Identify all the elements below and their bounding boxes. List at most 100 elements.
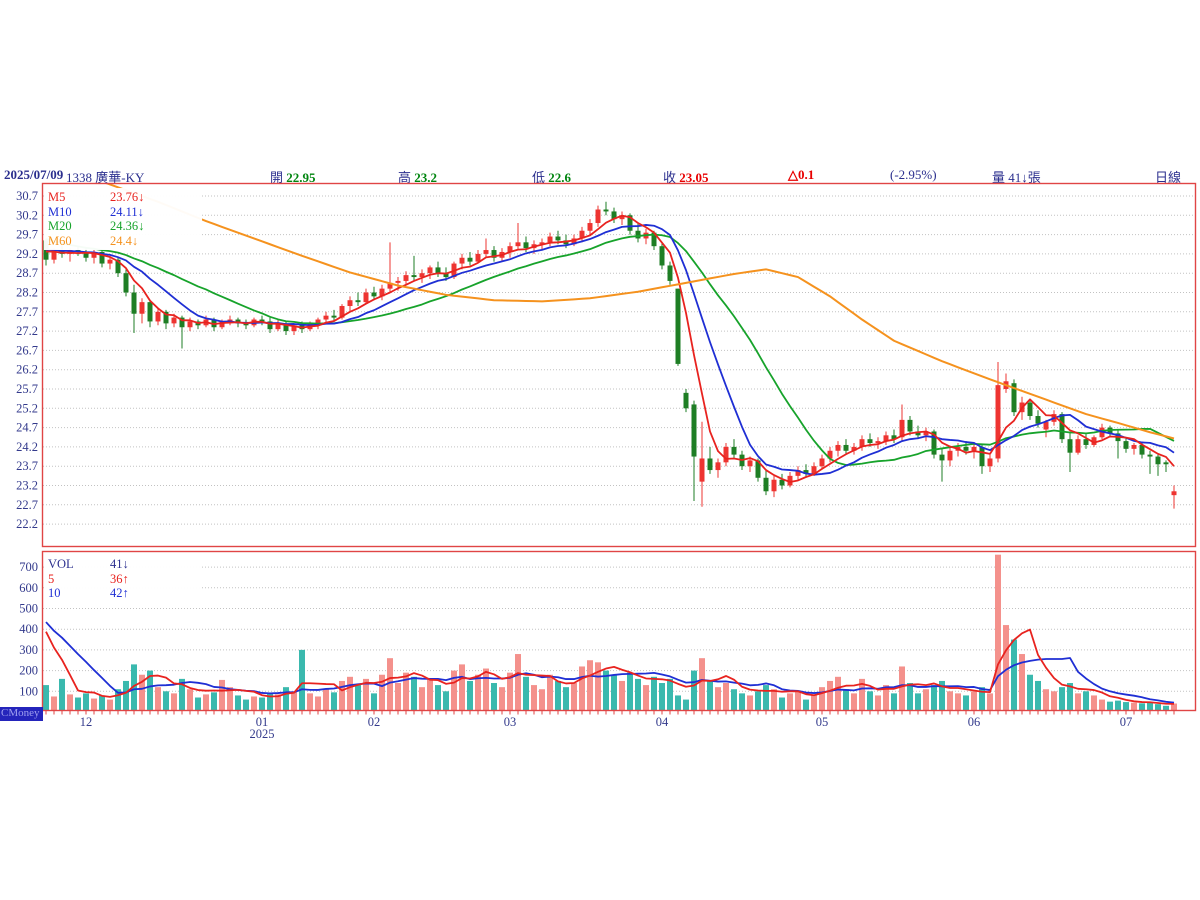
volume-bar: [571, 683, 577, 710]
price-axis-label: 25.7: [16, 382, 38, 396]
volume-bar: [1107, 701, 1113, 710]
volume-bar: [371, 693, 377, 710]
month-label: 05: [816, 715, 829, 729]
ma-legend: M5 23.76↓ M10 24.11↓ M20 24.36↓ M60 24.4↓: [44, 188, 202, 250]
volume-bar: [859, 678, 865, 710]
main-gridlines: 30.7 30.2 29.7 29.2 28.7 28.2 27.7 27.2 26.7 26.2…: [16, 189, 1194, 698]
volume-bar: [955, 693, 961, 710]
vol-ma10-row: 10 42↑: [48, 586, 198, 601]
candle: [803, 464, 809, 478]
ma-legend-row-m20: M20 24.36↓: [48, 219, 198, 234]
volume-bar: [683, 699, 689, 710]
month-label: 12: [80, 715, 93, 729]
volume-bar: [171, 693, 177, 710]
volume-bar: [531, 685, 537, 710]
volume-bar: [723, 683, 729, 710]
candle: [387, 242, 393, 293]
volume-bar: [459, 664, 465, 710]
volume-bar: [195, 697, 201, 710]
candle: [1163, 460, 1169, 472]
volume-bar: [203, 694, 209, 710]
candle: [131, 284, 137, 334]
candle: [747, 456, 753, 472]
volume-bar: [1139, 703, 1145, 710]
volume-bar: [707, 680, 713, 710]
volume-bar: [979, 687, 985, 710]
open-quote: 開 22.95: [270, 170, 316, 185]
volume-axis-label: 200: [19, 664, 38, 678]
candle: [1131, 443, 1137, 455]
price-axis-label: 22.7: [16, 498, 38, 512]
candle: [163, 309, 169, 330]
volume-ma5-line: [45, 628, 1175, 705]
month-label: 03: [504, 715, 517, 729]
candle: [475, 250, 481, 264]
ma20-value: 24.36↓: [110, 219, 145, 233]
volume-bar: [731, 689, 737, 710]
candle: [603, 201, 609, 216]
candle: [507, 242, 513, 258]
volume-bar: [603, 670, 609, 710]
volume-bar: [643, 685, 649, 710]
vol-value: 41↓: [110, 557, 129, 571]
volume-bar: [851, 693, 857, 710]
change-percent: (-2.95%): [890, 167, 937, 182]
volume-bar: [1163, 705, 1169, 710]
volume-bar: [891, 693, 897, 710]
candle: [939, 448, 945, 482]
candle: [355, 292, 361, 307]
candle: [1011, 379, 1017, 417]
candle: [1155, 454, 1161, 476]
volume-legend: VOL 41↓ 5 36↑ 10 42↑: [44, 555, 202, 603]
candle: [467, 251, 473, 266]
volume-bar: [1075, 693, 1081, 710]
volume-bar: [91, 698, 97, 710]
volume-bar: [667, 678, 673, 710]
price-axis-label: 22.2: [16, 517, 38, 531]
candlestick-chart-canvas[interactable]: 30.7 30.2 29.7 29.2 28.7 28.2 27.7 27.2 26.7 26.2…: [0, 0, 1200, 760]
volume-bar: [227, 687, 233, 710]
candle: [891, 429, 897, 444]
candles-layer: [43, 201, 1177, 509]
volume-bar: [739, 693, 745, 710]
volume-bar: [59, 678, 65, 710]
volume-bar: [435, 685, 441, 710]
volume-bar: [1147, 702, 1153, 710]
volume-bar: [147, 670, 153, 710]
candle: [987, 454, 993, 472]
candle: [659, 242, 665, 270]
vol-ma5-value: 36↑: [110, 571, 129, 586]
period-selector[interactable]: 日線: [1155, 170, 1182, 185]
volume-bar: [43, 685, 49, 710]
volume-bar: [763, 685, 769, 710]
volume-bar: [51, 696, 57, 710]
volume-bar: [835, 676, 841, 710]
candle: [1123, 437, 1129, 453]
volume-bar: [179, 678, 185, 710]
volume-bar: [107, 699, 113, 710]
volume-pane-border: [41, 550, 1197, 712]
volume-axis-label: 600: [19, 581, 38, 595]
volume-bar: [83, 693, 89, 710]
month-label: 06: [968, 715, 981, 729]
candle: [907, 416, 913, 436]
ma5-value: 23.76↓: [110, 190, 145, 204]
volume-bar: [563, 687, 569, 710]
volume-axis-label: 400: [19, 622, 38, 636]
volume-bar: [595, 662, 601, 710]
volume-bar: [715, 687, 721, 710]
candle: [859, 435, 865, 451]
volume-bar: [75, 697, 81, 710]
stock-symbol: 1338 廣華-KY: [66, 170, 145, 185]
volume-bar: [883, 685, 889, 710]
volume-bar: [427, 678, 433, 710]
volume-bar: [67, 694, 73, 710]
volume-bar: [587, 660, 593, 710]
candle: [419, 269, 425, 283]
volume-bar: [787, 693, 793, 710]
candle: [691, 400, 697, 501]
volume-bar: [931, 685, 937, 710]
volume-bar: [1067, 683, 1073, 710]
price-axis-label: 29.7: [16, 228, 38, 242]
volume-bar: [803, 699, 809, 710]
